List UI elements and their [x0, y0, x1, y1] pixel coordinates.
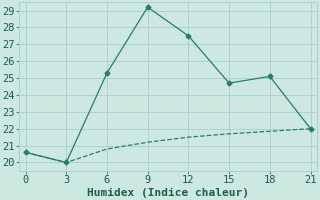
X-axis label: Humidex (Indice chaleur): Humidex (Indice chaleur) [87, 188, 249, 198]
